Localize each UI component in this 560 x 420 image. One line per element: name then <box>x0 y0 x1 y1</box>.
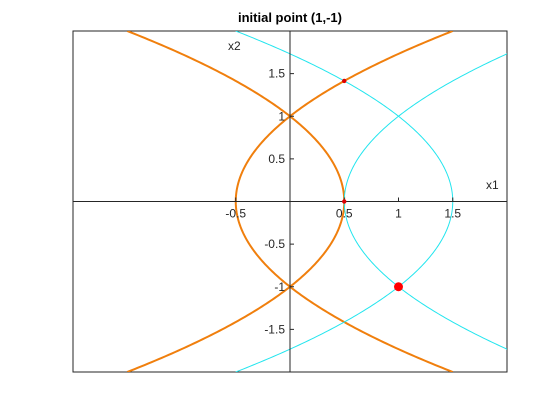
x-tick-label: -0.5 <box>225 207 246 221</box>
y-axis-label: x2 <box>228 39 241 53</box>
x-tick-label: 0.5 <box>336 207 353 221</box>
x-tick-label: 1.5 <box>444 207 461 221</box>
y-tick-label: 0.5 <box>268 152 285 166</box>
intersection-point-marker <box>342 78 347 84</box>
y-tick-label: 1 <box>278 109 285 123</box>
y-tick-label: 1.5 <box>268 67 285 81</box>
x-axis-label: x1 <box>486 178 499 192</box>
y-tick-label: -1.5 <box>264 322 285 336</box>
y-tick-label: -0.5 <box>264 237 285 251</box>
intersection-point-marker <box>342 199 347 204</box>
initial-point-marker <box>394 282 403 292</box>
axes-layer <box>73 31 507 372</box>
points-layer <box>342 78 403 292</box>
x-tick-label: 1 <box>395 207 402 221</box>
ticks-layer: -0.5 0.5 1 1.5 1.5 1 0.5 -0.5 -1 -1.5 <box>225 67 461 337</box>
y-tick-label: -1 <box>274 280 285 294</box>
chart-title: initial point (1,-1) <box>238 10 342 25</box>
